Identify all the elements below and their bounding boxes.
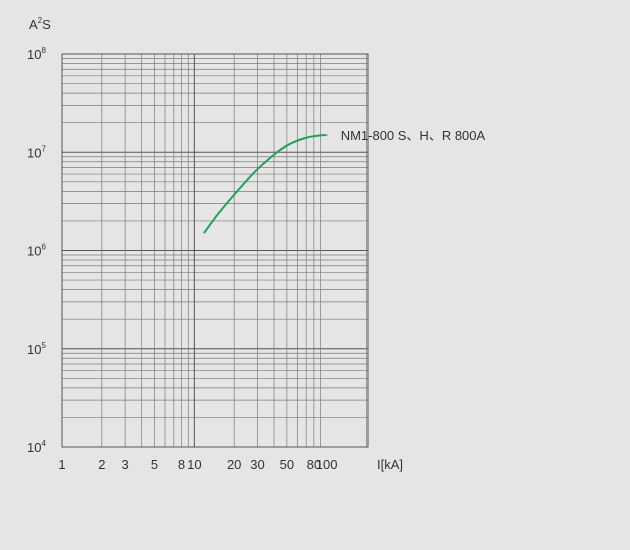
series-layer [203,133,328,234]
x-tick-label: 8 [178,457,185,472]
x-tick-label: 80 [307,457,321,472]
y-tick-label: 107 [27,144,46,160]
x-tick-label: 5 [151,457,158,472]
x-axis-label: I[kA] [377,457,403,472]
series-curve-0 [203,133,328,234]
x-tick-label: 3 [122,457,129,472]
grid-layer [61,54,368,448]
y-tick-label: 108 [27,46,46,62]
y-tick-label: 106 [27,243,46,259]
x-tick-label: 2 [98,457,105,472]
x-tick-label: 10 [187,457,201,472]
x-tick-label: 100 [316,457,338,472]
plot-border [61,53,369,448]
y-axis-label: A2S [29,16,51,32]
y-tick-label: 105 [27,341,46,357]
series-label: NM1-800 S、H、R 800A [341,128,486,143]
x-tick-label: 50 [280,457,294,472]
plot-frame [61,53,369,448]
y-tick-label: 104 [27,439,46,455]
x-tick-label: 30 [250,457,264,472]
x-tick-label: 1 [58,457,65,472]
x-tick-label: 20 [227,457,241,472]
